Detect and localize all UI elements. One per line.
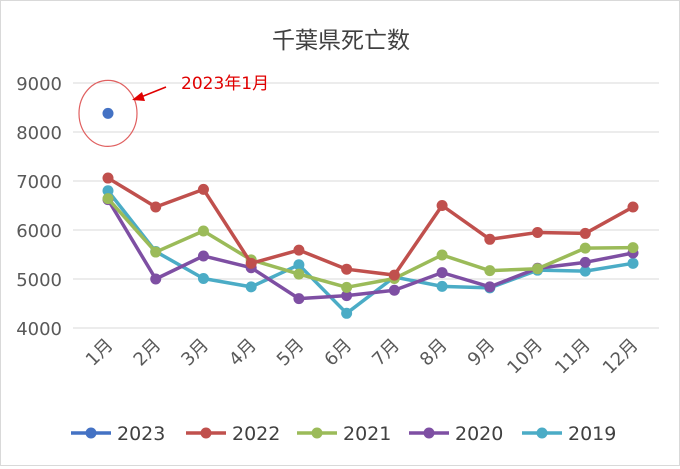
data-point	[150, 246, 162, 258]
series-2022	[102, 172, 639, 281]
series-2023	[102, 107, 114, 119]
x-tick-label: 8月	[416, 335, 452, 371]
annotation-circle	[78, 79, 138, 147]
x-tick-label: 4月	[225, 335, 261, 371]
data-point	[293, 259, 305, 271]
legend-label: 2022	[232, 423, 280, 445]
legend-item-2022: 2022	[186, 423, 280, 445]
data-point	[436, 249, 448, 261]
series-line-2021	[106, 196, 635, 290]
data-point	[579, 242, 591, 254]
series-2020	[102, 194, 639, 305]
y-tick-label: 9000	[16, 74, 62, 95]
data-point	[484, 265, 496, 277]
legend-item-2023: 2023	[71, 423, 165, 445]
data-point	[197, 225, 209, 237]
legend-label: 2020	[455, 423, 503, 445]
y-tick-label: 7000	[16, 172, 62, 193]
x-tick-label: 3月	[177, 335, 213, 371]
legend-item-2020: 2020	[409, 423, 503, 445]
data-point	[436, 280, 448, 292]
data-point	[341, 307, 353, 319]
legend-swatch-marker	[85, 427, 97, 439]
data-point	[341, 263, 353, 275]
data-point	[197, 273, 209, 285]
data-point	[627, 201, 639, 213]
data-point	[293, 293, 305, 305]
data-point	[245, 281, 257, 293]
data-point	[627, 257, 639, 269]
series-2021	[102, 193, 639, 293]
legend: 2023 2022 2021 2020 2019	[71, 423, 616, 445]
data-point	[102, 185, 114, 197]
data-point	[293, 268, 305, 280]
data-point	[341, 281, 353, 293]
legend-item-2019: 2019	[522, 423, 616, 445]
y-tick-label: 6000	[16, 221, 62, 242]
series-2019	[102, 185, 639, 319]
data-point	[102, 193, 114, 205]
data-point	[627, 242, 639, 254]
x-tick-label: 2月	[130, 335, 166, 371]
x-tick-label: 9月	[464, 335, 500, 371]
legend-swatch-marker	[536, 427, 548, 439]
data-point	[197, 250, 209, 262]
x-tick-label: 12月	[599, 335, 643, 379]
series-line-2020	[106, 197, 635, 301]
data-point	[102, 172, 114, 184]
chart-title: 千葉県死亡数	[272, 28, 410, 54]
data-point	[484, 281, 496, 293]
data-point	[388, 284, 400, 296]
data-point	[579, 256, 591, 268]
x-axis-tick-labels: 1月 2月 3月 4月 5月 6月 7月 8月 9月 10月 11月 12月	[82, 335, 643, 379]
legend-item-2021: 2021	[297, 423, 391, 445]
data-point	[150, 273, 162, 285]
data-point	[436, 200, 448, 211]
x-tick-label: 7月	[368, 335, 404, 371]
data-point	[102, 107, 114, 119]
y-tick-label: 8000	[16, 123, 62, 144]
data-point	[388, 269, 400, 281]
data-point	[436, 267, 448, 279]
legend-label: 2019	[568, 423, 616, 445]
data-point	[245, 257, 257, 269]
annotation-arrowhead	[132, 92, 145, 101]
y-tick-label: 4000	[16, 319, 62, 340]
data-point	[293, 244, 305, 256]
annotation-layer: 2023年1月	[78, 74, 269, 147]
data-point	[484, 233, 496, 245]
data-point	[341, 290, 353, 302]
legend-label: 2023	[117, 423, 165, 445]
data-point	[197, 183, 209, 195]
data-point	[579, 265, 591, 277]
gridlines	[73, 82, 659, 329]
series-layer	[102, 107, 639, 319]
legend-swatch-marker	[311, 427, 323, 439]
annotation-arrow-line	[140, 86, 167, 98]
x-tick-label: 5月	[273, 335, 309, 371]
y-axis-tick-labels: 4000 5000 6000 7000 8000 9000	[16, 74, 62, 340]
x-tick-label: 1月	[82, 335, 118, 371]
legend-label: 2021	[343, 423, 391, 445]
y-tick-label: 5000	[16, 270, 62, 291]
legend-swatch-marker	[423, 427, 435, 439]
data-point	[150, 201, 162, 213]
series-line-2022	[106, 176, 635, 277]
data-point	[579, 227, 591, 239]
annotation-label: 2023年1月	[181, 74, 269, 94]
x-tick-label: 6月	[320, 335, 356, 371]
x-tick-label: 10月	[503, 335, 547, 379]
data-point	[532, 226, 544, 238]
legend-swatch-marker	[200, 427, 212, 439]
data-point	[532, 263, 544, 275]
series-line-2019	[106, 189, 635, 316]
x-tick-label: 11月	[551, 335, 595, 379]
